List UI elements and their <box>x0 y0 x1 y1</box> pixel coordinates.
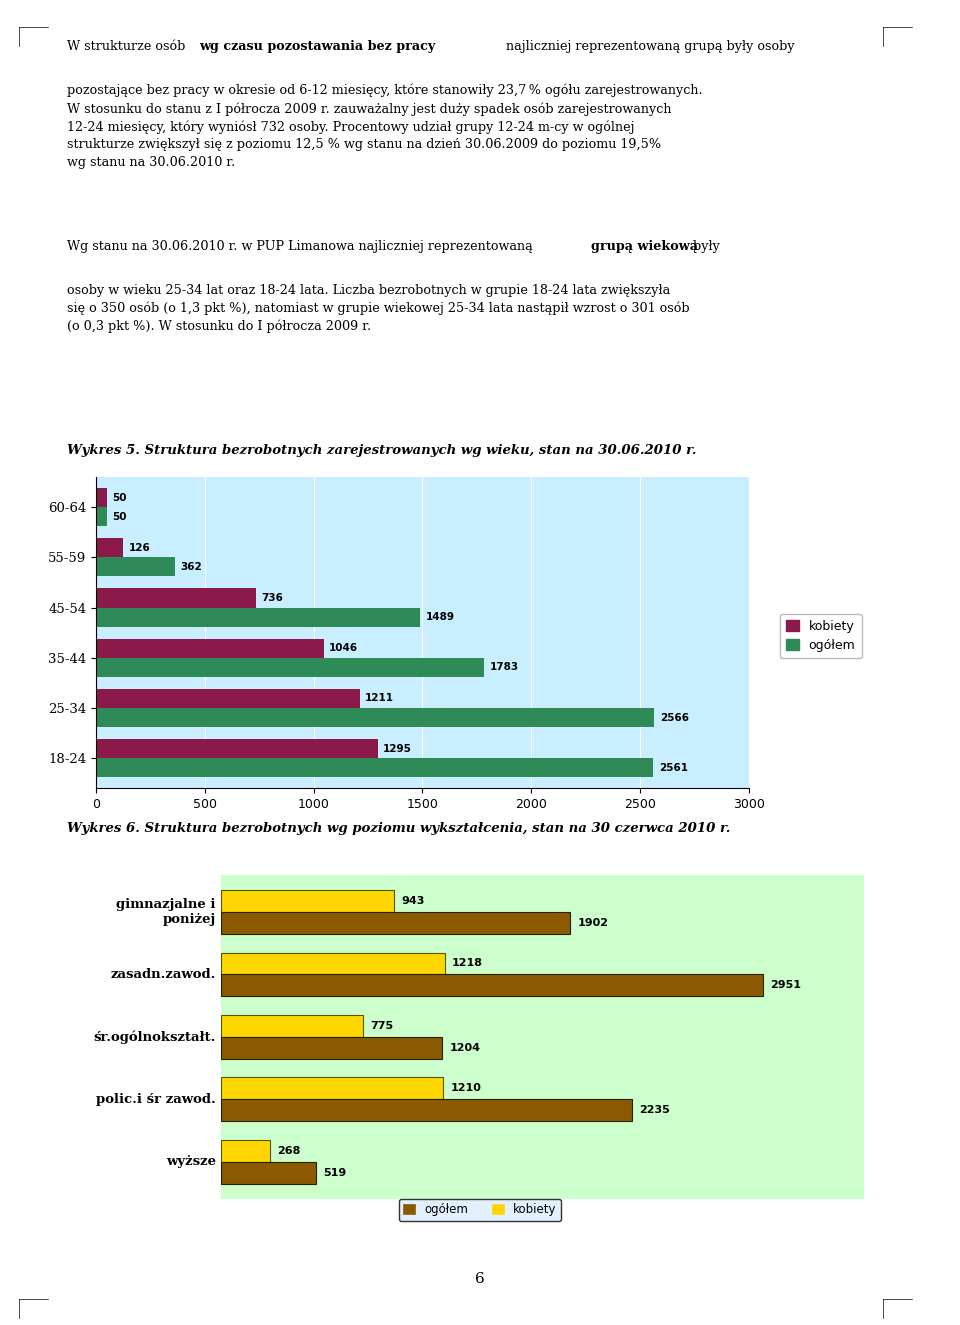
Bar <box>221 1077 444 1100</box>
Bar <box>221 1036 442 1059</box>
Bar <box>221 953 444 974</box>
Text: 943: 943 <box>401 896 425 906</box>
Text: 775: 775 <box>371 1020 394 1031</box>
Text: pozostające bez pracy w okresie od 6-12 miesięcy, które stanowiły 23,7 % ogółu z: pozostające bez pracy w okresie od 6-12 … <box>67 83 703 168</box>
Bar <box>96 538 124 558</box>
Text: 2951: 2951 <box>771 980 802 990</box>
Text: 1489: 1489 <box>425 612 454 623</box>
Text: 1211: 1211 <box>365 693 394 704</box>
Text: 126: 126 <box>129 543 151 553</box>
Bar <box>96 758 653 778</box>
Text: W strukturze osób: W strukturze osób <box>67 40 189 53</box>
Legend: kobiety, ogółem: kobiety, ogółem <box>780 613 862 659</box>
Text: 50: 50 <box>112 511 127 522</box>
Text: 2566: 2566 <box>660 713 689 722</box>
Legend: ogółem, kobiety: ogółem, kobiety <box>398 1199 562 1220</box>
Bar <box>221 974 763 996</box>
Text: były: były <box>689 240 720 253</box>
Text: wyższe: wyższe <box>166 1155 216 1169</box>
Text: Wg stanu na 30.06.2010 r. w PUP Limanowa najliczniej reprezentowaną: Wg stanu na 30.06.2010 r. w PUP Limanowa… <box>67 240 537 253</box>
Bar <box>221 1162 316 1183</box>
Bar <box>96 689 359 708</box>
Bar <box>221 890 395 912</box>
Text: 1204: 1204 <box>449 1043 480 1053</box>
Text: 1295: 1295 <box>383 743 412 754</box>
Text: 362: 362 <box>180 562 202 572</box>
Bar <box>96 558 175 576</box>
Text: 268: 268 <box>277 1146 300 1155</box>
Text: 736: 736 <box>261 594 283 603</box>
Text: 519: 519 <box>324 1167 347 1178</box>
Bar <box>96 639 324 657</box>
Bar <box>96 739 378 758</box>
Bar <box>96 708 655 727</box>
Text: Wykres 6. Struktura bezrobotnych wg poziomu wykształcenia, stan na 30 czerwca 20: Wykres 6. Struktura bezrobotnych wg pozi… <box>67 822 731 835</box>
Bar <box>96 657 484 677</box>
Bar <box>221 1100 632 1121</box>
Text: grupą wiekową: grupą wiekową <box>590 240 698 253</box>
Text: zasadn.zawod.: zasadn.zawod. <box>110 967 216 980</box>
Bar <box>221 1015 363 1036</box>
Text: Wykres 5. Struktura bezrobotnych zarejestrowanych wg wieku, stan na 30.06.2010 r: Wykres 5. Struktura bezrobotnych zarejes… <box>67 444 697 457</box>
Text: śr.ogólnokształt.: śr.ogólnokształt. <box>94 1030 216 1044</box>
Bar <box>96 588 256 608</box>
Text: 50: 50 <box>112 493 127 502</box>
Bar <box>221 912 570 934</box>
Text: 2561: 2561 <box>659 763 687 772</box>
Text: 2235: 2235 <box>639 1105 670 1116</box>
Text: osoby w wieku 25-34 lat oraz 18-24 lata. Liczba bezrobotnych w grupie 18-24 lata: osoby w wieku 25-34 lat oraz 18-24 lata.… <box>67 284 690 333</box>
Bar <box>221 1140 270 1162</box>
Text: gimnazjalne i
poniżej: gimnazjalne i poniżej <box>116 898 216 926</box>
Bar <box>96 507 107 526</box>
Text: 1046: 1046 <box>329 643 358 653</box>
Text: 6: 6 <box>475 1272 485 1285</box>
Text: 1218: 1218 <box>452 958 483 969</box>
Text: 1783: 1783 <box>490 662 518 672</box>
Text: 1210: 1210 <box>450 1084 481 1093</box>
Text: najliczniej reprezentowaną grupą były osoby: najliczniej reprezentowaną grupą były os… <box>501 40 794 53</box>
Text: 1902: 1902 <box>578 918 609 927</box>
Text: wg czasu pozostawania bez pracy: wg czasu pozostawania bez pracy <box>199 40 436 53</box>
Bar <box>96 488 107 507</box>
Bar <box>96 608 420 627</box>
Text: polic.i śr zawod.: polic.i śr zawod. <box>96 1093 216 1106</box>
